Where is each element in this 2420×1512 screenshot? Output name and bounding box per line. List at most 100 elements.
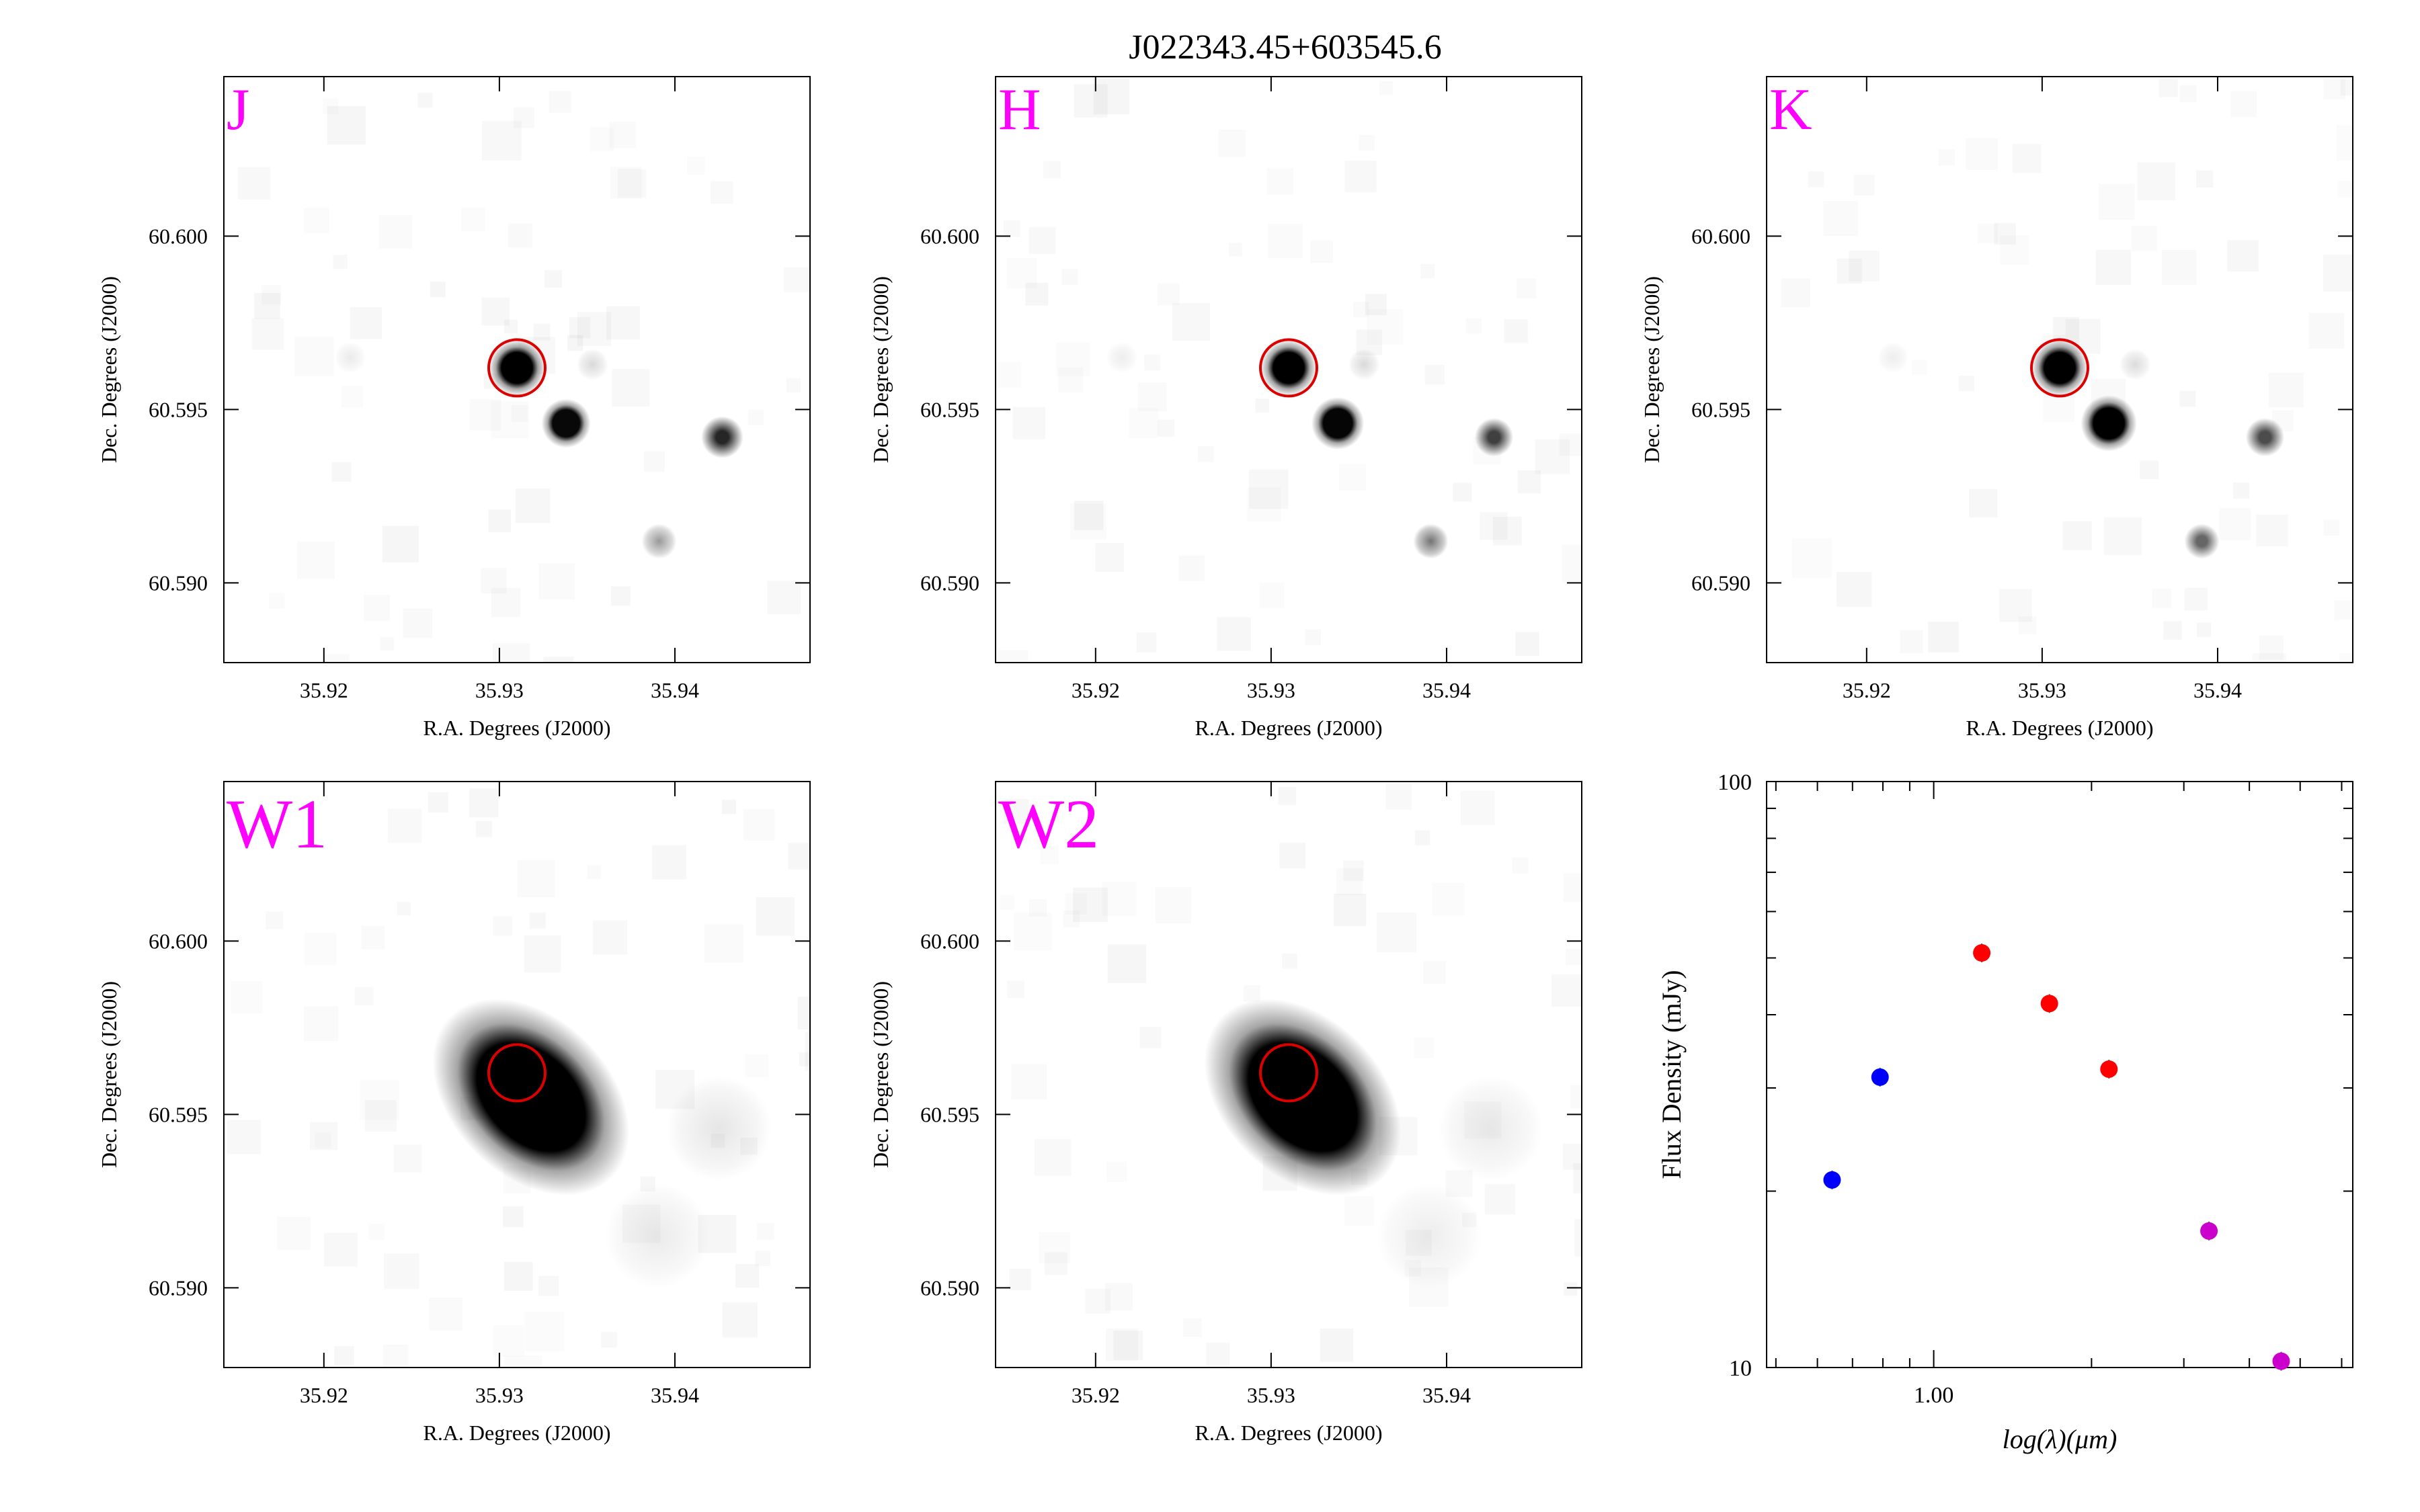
noise-pixel (1560, 433, 1582, 456)
noise-pixel (1792, 538, 1832, 579)
noise-pixel (1074, 501, 1104, 530)
noise-pixel (1056, 342, 1090, 376)
noise-pixel (1344, 1196, 1374, 1226)
noise-pixel (2140, 460, 2159, 479)
noise-pixel (331, 462, 351, 481)
noise-pixel (1415, 831, 1430, 845)
noise-pixel (2000, 235, 2029, 265)
noise-pixel (2308, 313, 2344, 349)
noise-pixel (743, 809, 775, 841)
noise-pixel (2324, 519, 2340, 536)
noise-pixel (324, 1233, 358, 1267)
target-circle (2030, 338, 2089, 398)
band-label: K (1769, 77, 1812, 142)
noise-pixel (1278, 787, 1296, 805)
noise-pixel (1453, 482, 1471, 501)
noise-pixel (593, 921, 627, 955)
noise-pixel (1158, 284, 1180, 306)
y-axis-label: Dec. Degrees (J2000) (1640, 276, 1664, 463)
noise-pixel (1334, 894, 1366, 926)
noise-pixel (2152, 589, 2171, 608)
noise-pixel (334, 1346, 354, 1366)
noise-pixel (324, 654, 350, 679)
plot-frame (223, 76, 811, 663)
noise-pixel (1515, 632, 1539, 656)
source-blob (2031, 339, 2088, 396)
noise-pixel (1344, 161, 1376, 192)
noise-pixel (1217, 617, 1250, 650)
noise-pixel (491, 588, 520, 617)
noise-pixel (1035, 1139, 1072, 1176)
noise-pixel (2259, 636, 2284, 660)
noise-pixel (1414, 1038, 1434, 1058)
noise-pixel (2096, 250, 2131, 285)
noise-pixel (1004, 220, 1020, 237)
noise-pixel (493, 643, 530, 680)
noise-pixel (2341, 79, 2357, 95)
y-tick-label: 60.595 (920, 1102, 979, 1126)
x-tick-label: 35.93 (1247, 678, 1295, 702)
noise-pixel (538, 1276, 559, 1296)
noise-pixel (355, 986, 374, 1005)
noise-pixel (1310, 240, 1333, 263)
noise-pixel (364, 595, 390, 621)
noise-pixel (2099, 184, 2135, 220)
noise-pixel (2179, 391, 2195, 407)
noise-pixel (305, 933, 337, 965)
noise-pixel (2019, 616, 2037, 634)
noise-pixel (1978, 224, 1998, 244)
noise-pixel (1244, 985, 1260, 1002)
noise-pixel (269, 593, 284, 608)
panel-w2: W2 35.92 35.93 35.94 60.600 60.595 60.590 R.A. … (869, 781, 1592, 1445)
noise-pixel (1562, 544, 1600, 583)
noise-pixel (294, 337, 333, 376)
source-blob (2245, 417, 2285, 457)
noise-pixel (417, 93, 432, 108)
noise-pixel (549, 91, 571, 113)
noise-pixel (1564, 873, 1592, 902)
noise-pixel (394, 1144, 422, 1173)
data-point (2100, 1060, 2118, 1078)
noise-pixel (1255, 398, 1269, 413)
noise-pixel (1061, 269, 1078, 285)
source-blob (641, 523, 677, 559)
x-tick-label: 35.94 (651, 1383, 699, 1407)
noise-pixel (315, 1132, 331, 1148)
noise-pixel (748, 410, 764, 425)
noise-pixel (644, 451, 665, 472)
noise-pixel (1178, 555, 1204, 581)
noise-pixel (1168, 662, 1182, 676)
target-circle (487, 1043, 547, 1103)
band-label: H (998, 77, 1041, 142)
noise-pixel (2219, 508, 2251, 540)
noise-pixel (403, 609, 432, 638)
noise-pixel (1551, 974, 1584, 1007)
noise-pixel (2233, 482, 2249, 499)
panel-h: H 35.92 35.93 35.94 60.600 60.595 60.590 R.A. D… (869, 76, 1600, 740)
y-tick-label: 100 (1718, 770, 1752, 795)
noise-pixel (1282, 954, 1297, 969)
noise-pixel (2185, 587, 2208, 610)
y-tick-label: 60.600 (920, 929, 979, 953)
noise-pixel (544, 270, 562, 288)
noise-pixel (516, 489, 550, 523)
y-tick-label: 60.600 (149, 929, 208, 953)
y-tick-label: 60.600 (149, 224, 208, 248)
noise-pixel (1156, 887, 1192, 923)
noise-pixel (1074, 84, 1108, 118)
noise-pixel (1359, 135, 1375, 151)
noise-pixel (1912, 360, 1927, 375)
noise-pixel (277, 1217, 311, 1251)
y-axis-label: Dec. Degrees (J2000) (97, 981, 121, 1168)
noise-pixel (1063, 911, 1080, 927)
y-tick-label: 60.595 (920, 397, 979, 421)
x-axis-label: R.A. Degrees (J2000) (1195, 1421, 1382, 1445)
source-blob (701, 416, 743, 458)
source-blob (1437, 1075, 1543, 1181)
source-blob (1311, 396, 1365, 450)
noise-pixel (805, 1032, 844, 1070)
noise-pixel (1000, 895, 1014, 910)
noise-pixel (2159, 79, 2178, 97)
noise-pixel (1259, 583, 1285, 608)
noise-pixel (1423, 962, 1446, 984)
